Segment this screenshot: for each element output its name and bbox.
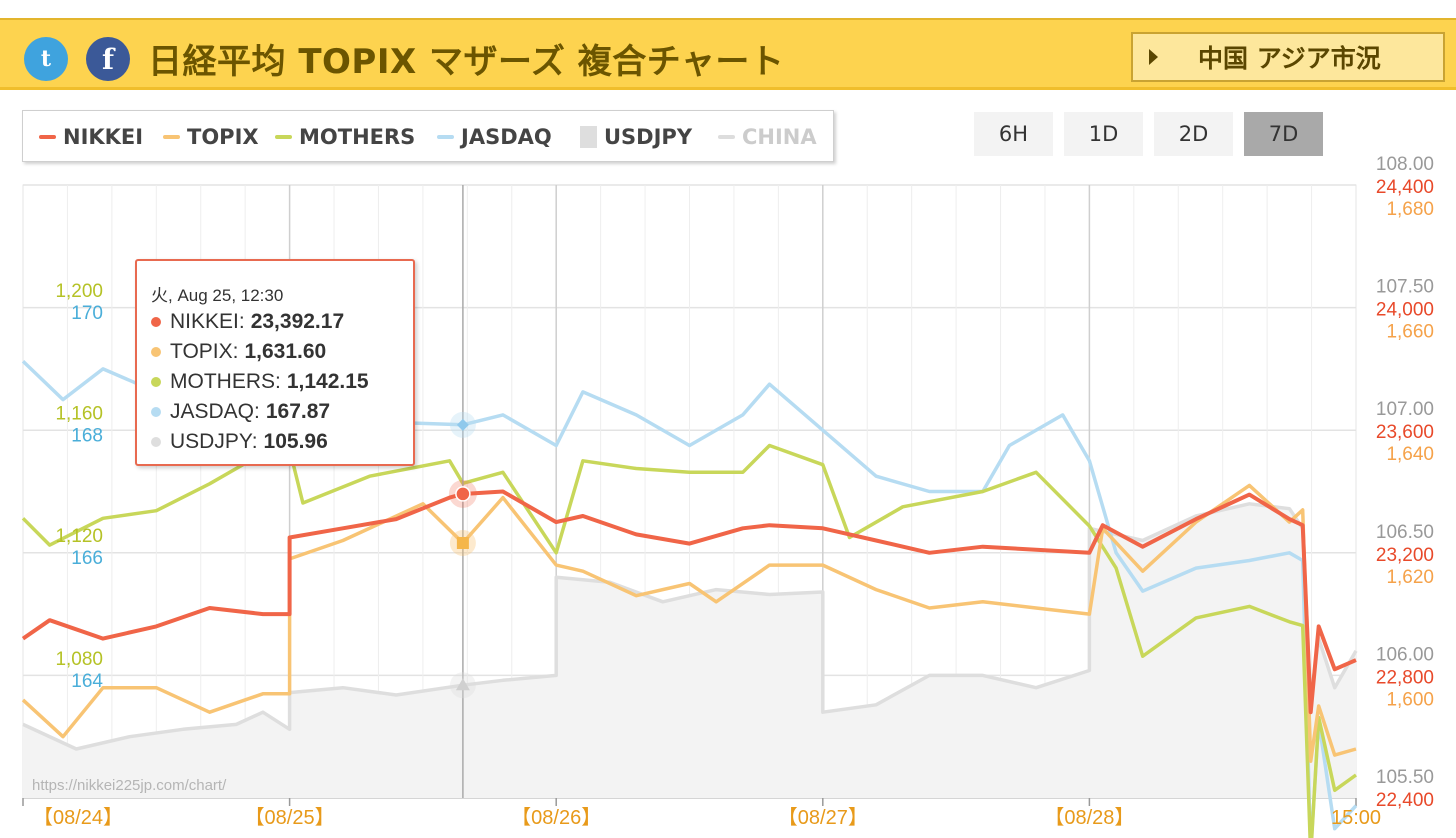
usdjpy-area [23, 503, 1356, 798]
topix-tick-label: 1,680 [1386, 199, 1434, 220]
nikkei-tick-label: 23,200 [1376, 545, 1434, 566]
legend-label: TOPIX [187, 125, 259, 149]
usdjpy-tick-label: 108.00 [1376, 154, 1434, 175]
tooltip-label: MOTHERS: [170, 370, 281, 393]
jasdaq-tick-label: 166 [71, 548, 103, 569]
legend-item-nikkei[interactable]: NIKKEI [39, 125, 143, 149]
china-asia-market-label: 中国 アジア市況 [1198, 44, 1381, 73]
twitter-icon[interactable]: t [24, 37, 68, 81]
legend-label: CHINA [742, 125, 817, 149]
usdjpy-dot-icon [151, 437, 161, 447]
range-2d-button[interactable]: 2D [1154, 112, 1233, 156]
topix-tick-label: 1,640 [1386, 444, 1434, 465]
x-axis-labels: 【08/24】 【08/25】 【08/26】 【08/27】 【08/28】 15:00 [33, 807, 1381, 829]
tooltip-label: NIKKEI: [170, 310, 245, 333]
nikkei-dot-icon [151, 317, 161, 327]
nikkei-marker [455, 486, 471, 502]
tooltip-label: TOPIX: [170, 340, 239, 363]
hover-markers [448, 185, 477, 798]
topix-line [21, 483, 1357, 763]
usdjpy-tick-label: 107.50 [1376, 277, 1434, 298]
nikkei-tick-label: 22,400 [1376, 790, 1434, 811]
mothers-dot-icon [151, 377, 161, 387]
legend-label: JASDAQ [461, 125, 552, 149]
china-swatch [718, 135, 735, 139]
tooltip-value: 105.96 [263, 430, 328, 453]
tooltip-label: USDJPY: [170, 430, 258, 453]
mothers-tick-label: 1,120 [55, 526, 103, 547]
topix-marker [456, 536, 469, 549]
legend-label: USDJPY [604, 125, 693, 149]
nikkei-line [21, 489, 1357, 715]
legend-item-usdjpy[interactable]: USDJPY [580, 125, 692, 149]
jasdaq-tick-label: 168 [71, 426, 103, 447]
nikkei-swatch [39, 135, 56, 139]
x-axis-label: 15:00 [1331, 807, 1381, 829]
watermark: https://nikkei225jp.com/chart/ [32, 777, 227, 794]
usdjpy-tick-label: 105.50 [1376, 767, 1434, 788]
jasdaq-marker [456, 418, 469, 431]
chart-legend: NIKKEI TOPIX MOTHERS JASDAQ USDJPY CHINA [22, 110, 834, 162]
usdjpy-tick-label: 107.00 [1376, 399, 1434, 420]
mothers-swatch [275, 135, 292, 139]
chart-tooltip: 火, Aug 25, 12:30 NIKKEI: 23,392.17 TOPIX:… [135, 259, 415, 466]
x-axis-label: 【08/24】 [33, 807, 123, 829]
range-7d-button[interactable]: 7D [1244, 112, 1323, 156]
x-axis-label: 【08/25】 [245, 807, 335, 829]
triangle-right-icon [1149, 49, 1158, 65]
nikkei-tick-label: 24,000 [1376, 300, 1434, 321]
usdjpy-line [22, 502, 1358, 751]
range-1d-button[interactable]: 1D [1064, 112, 1143, 156]
axis-ticks: 108.00 107.50 107.00 106.50 106.00 105.50 24,4… [55, 154, 1434, 811]
tooltip-value: 167.87 [265, 400, 331, 423]
jasdaq-tick-label: 164 [71, 671, 103, 692]
mothers-tick-label: 1,200 [55, 281, 103, 302]
tooltip-value: 1,631.60 [244, 340, 327, 363]
range-6h-button[interactable]: 6H [974, 112, 1053, 156]
tooltip-row-nikkei: NIKKEI: 23,392.17 [151, 310, 344, 334]
x-axis-label: 【08/28】 [1044, 807, 1134, 829]
facebook-icon[interactable]: f [86, 37, 130, 81]
topix-tick-label: 1,660 [1386, 322, 1434, 343]
jasdaq-dot-icon [151, 407, 161, 417]
tooltip-label: JASDAQ: [170, 400, 260, 423]
x-axis-label: 【08/26】 [511, 807, 601, 829]
tooltip-row-jasdaq: JASDAQ: 167.87 [151, 400, 330, 424]
nikkei-tick-label: 24,400 [1376, 177, 1434, 198]
tooltip-value: 23,392.17 [250, 310, 345, 333]
tooltip-row-mothers: MOTHERS: 1,142.15 [151, 370, 369, 394]
legend-label: MOTHERS [299, 125, 416, 149]
tooltip-row-topix: TOPIX: 1,631.60 [151, 340, 326, 364]
jasdaq-swatch [437, 135, 454, 139]
china-asia-market-button[interactable]: 中国 アジア市況 [1131, 32, 1445, 82]
legend-item-mothers[interactable]: MOTHERS [275, 125, 415, 149]
usdjpy-marker [455, 678, 470, 691]
topix-dot-icon [151, 347, 161, 357]
legend-item-jasdaq[interactable]: JASDAQ [437, 125, 552, 149]
nikkei-tick-label: 22,800 [1376, 667, 1434, 688]
usdjpy-tick-label: 106.00 [1376, 644, 1434, 665]
legend-item-china[interactable]: CHINA [718, 125, 817, 149]
page-title: 日経平均 TOPIX マザーズ 複合チャート [148, 42, 785, 82]
jasdaq-tick-label: 170 [71, 303, 103, 324]
topix-tick-label: 1,620 [1386, 567, 1434, 588]
legend-item-topix[interactable]: TOPIX [163, 125, 259, 149]
mothers-tick-label: 1,160 [55, 404, 103, 425]
topix-tick-label: 1,600 [1386, 689, 1434, 710]
mothers-tick-label: 1,080 [55, 649, 103, 670]
usdjpy-swatch [580, 126, 597, 148]
tooltip-date: 火, Aug 25, 12:30 [151, 286, 284, 305]
tooltip-value: 1,142.15 [286, 370, 369, 393]
x-axis-label: 【08/27】 [778, 807, 868, 829]
header-bar: t f 日経平均 TOPIX マザーズ 複合チャート 中国 アジア市況 [0, 18, 1456, 90]
nikkei-tick-label: 23,600 [1376, 422, 1434, 443]
tooltip-row-usdjpy: USDJPY: 105.96 [151, 430, 328, 454]
topix-swatch [163, 135, 180, 139]
legend-label: NIKKEI [63, 125, 144, 149]
usdjpy-tick-label: 106.50 [1376, 522, 1434, 543]
chart-areas [23, 503, 1356, 798]
